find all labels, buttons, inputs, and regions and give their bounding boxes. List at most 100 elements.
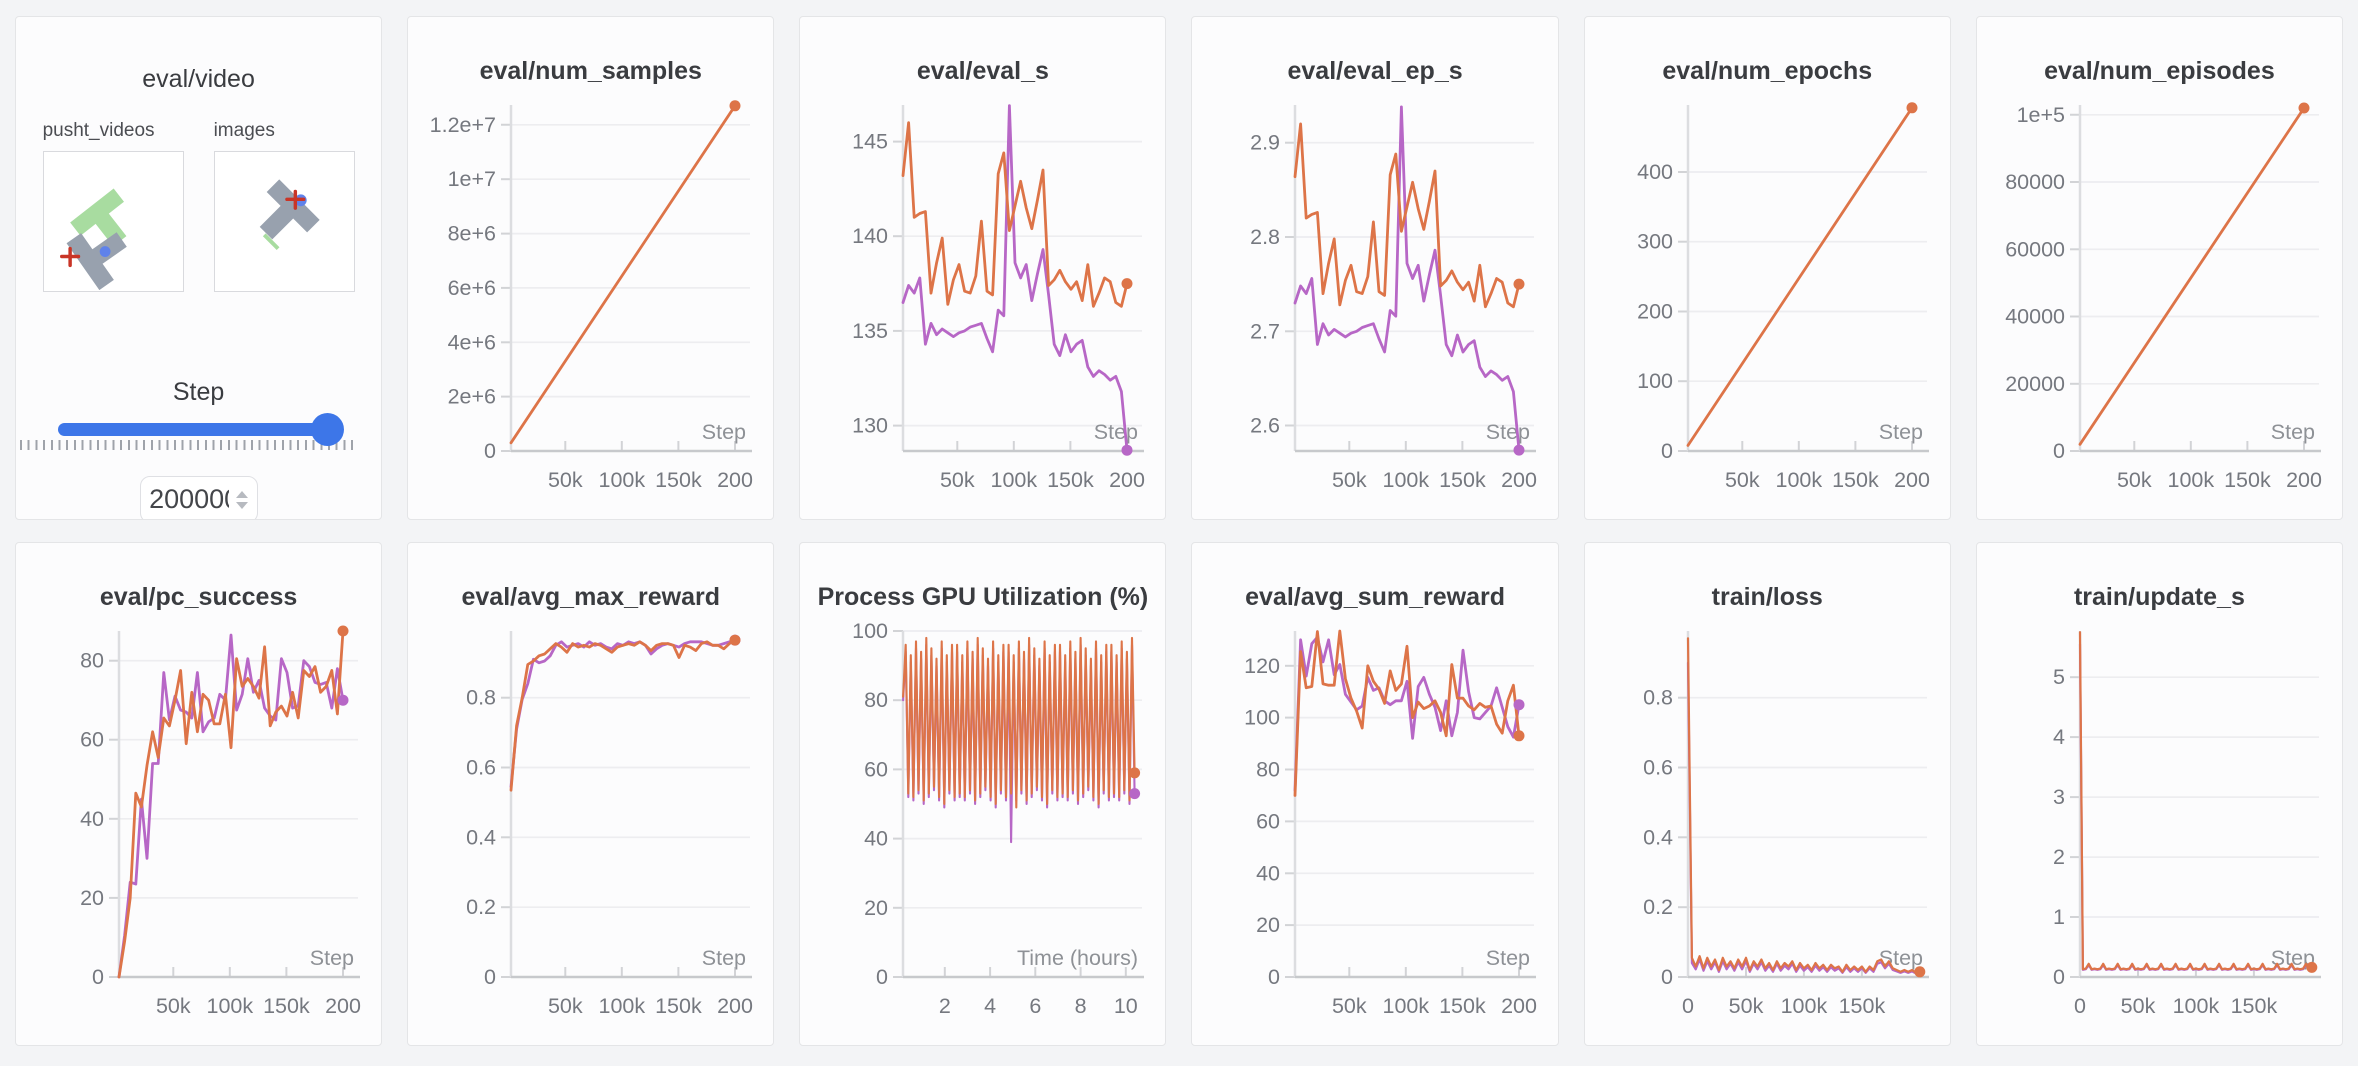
svg-text:1e+5: 1e+5 — [2016, 103, 2064, 127]
thumbnail-label: pusht_videos — [42, 120, 155, 141]
chart-canvas[interactable]: 0 0.2 0.4 0.6 0.8 50k 100k 150k 200 Step — [408, 621, 773, 1036]
stepper-down-icon[interactable] — [236, 501, 249, 509]
chart-canvas[interactable]: 0 20 40 60 80 50k 100k 150k 200 Step — [16, 621, 381, 1036]
chart-title: train/update_s — [2073, 583, 2245, 611]
svg-text:0: 0 — [484, 439, 496, 463]
chart-canvas[interactable]: 0 1 2 3 4 5 0 50k 100k 150k Step — [1977, 621, 2342, 1036]
svg-text:100k: 100k — [2172, 994, 2219, 1018]
svg-text:1.2e+7: 1.2e+7 — [430, 113, 496, 137]
images-thumbnail[interactable] — [213, 151, 355, 292]
pusht-block-t-shape — [66, 232, 127, 291]
svg-text:100k: 100k — [2167, 468, 2214, 492]
step-stepper[interactable] — [236, 490, 249, 509]
chart-canvas[interactable]: 130 135 140 145 50k 100k 150k 200 Step — [800, 95, 1165, 510]
svg-text:100k: 100k — [599, 994, 646, 1018]
chart-canvas[interactable]: 0 2e+6 4e+6 6e+6 8e+6 1e+7 1.2e+7 50k 100k 150k 20… — [408, 95, 773, 510]
slider-tick-marks — [20, 440, 356, 450]
svg-text:1e+7: 1e+7 — [448, 167, 496, 191]
svg-text:0.8: 0.8 — [466, 686, 496, 710]
pusht-video-thumbnail[interactable] — [42, 151, 184, 292]
svg-text:80: 80 — [864, 688, 888, 712]
chart-panel-eval-ep-s: eval/eval_ep_s 2.6 2.7 2.8 2.9 50k 100k 150k 20… — [1191, 16, 1559, 520]
pusht-goal-cross — [284, 189, 306, 210]
svg-text:150k: 150k — [2224, 468, 2271, 492]
svg-text:100: 100 — [1245, 706, 1281, 730]
svg-text:200: 200 — [717, 468, 753, 492]
svg-text:120: 120 — [1245, 654, 1281, 678]
svg-text:0: 0 — [2053, 965, 2065, 989]
slider-handle[interactable] — [311, 413, 345, 446]
chart-title: eval/eval_ep_s — [1287, 57, 1463, 85]
svg-text:2.9: 2.9 — [1251, 131, 1281, 155]
svg-text:4: 4 — [2053, 725, 2065, 749]
chart-title: eval/eval_s — [916, 57, 1049, 85]
svg-text:150k: 150k — [655, 994, 702, 1018]
svg-text:2.6: 2.6 — [1251, 414, 1281, 438]
svg-text:Step: Step — [702, 946, 746, 970]
pusht-env-render — [59, 188, 127, 291]
svg-text:100: 100 — [852, 621, 888, 643]
pusht-target-t-shape — [69, 188, 127, 247]
step-slider-title: Step — [172, 378, 225, 406]
svg-text:100k: 100k — [206, 994, 253, 1018]
chart-canvas[interactable]: 0 100 200 300 400 50k 100k 150k 200 Step — [1585, 95, 1950, 510]
chart-canvas[interactable]: 2.6 2.7 2.8 2.9 50k 100k 150k 200 Step — [1192, 95, 1557, 510]
svg-text:50k: 50k — [940, 468, 975, 492]
chart-title: eval/avg_max_reward — [461, 583, 720, 611]
svg-text:200: 200 — [325, 994, 361, 1018]
svg-text:0.6: 0.6 — [466, 756, 496, 780]
svg-text:80: 80 — [1257, 758, 1281, 782]
svg-text:0.6: 0.6 — [1643, 756, 1673, 780]
pusht-image-render — [259, 179, 320, 250]
svg-text:Step: Step — [1486, 420, 1530, 444]
svg-text:Step: Step — [1486, 946, 1530, 970]
panel-grid: eval/video pusht_videos — [15, 16, 2343, 1046]
svg-text:2.7: 2.7 — [1251, 319, 1281, 343]
chart-title: eval/num_samples — [479, 57, 702, 85]
svg-text:0: 0 — [1682, 994, 1694, 1018]
chart-panel-train-loss: train/loss 0 0.2 0.4 0.6 0.8 0 50k 100k 150k Step — [1583, 542, 1951, 1046]
pusht-target-edge — [262, 233, 280, 250]
svg-text:150k: 150k — [2230, 994, 2277, 1018]
svg-text:0.2: 0.2 — [1643, 895, 1673, 919]
stepper-up-icon[interactable] — [236, 490, 249, 498]
svg-text:200: 200 — [717, 994, 753, 1018]
svg-text:0.8: 0.8 — [1643, 686, 1673, 710]
svg-text:300: 300 — [1637, 230, 1673, 254]
svg-text:10: 10 — [1114, 994, 1138, 1018]
svg-text:0: 0 — [92, 965, 104, 989]
chart-canvas[interactable]: 0 20 40 60 80 100 120 50k 100k 150k 200 Step — [1192, 621, 1557, 1036]
chart-panel-num-epochs: eval/num_epochs 0 100 200 300 400 50k 100k 150k… — [1583, 16, 1951, 520]
svg-text:100: 100 — [1637, 369, 1673, 393]
step-slider[interactable] — [58, 413, 345, 446]
svg-text:0: 0 — [2074, 994, 2086, 1018]
svg-text:20: 20 — [1257, 913, 1281, 937]
svg-text:4: 4 — [984, 994, 996, 1018]
svg-text:60000: 60000 — [2005, 237, 2065, 261]
svg-text:150k: 150k — [655, 468, 702, 492]
chart-panel-gpu-utilization: Process GPU Utilization (%) 0 20 40 60 80 100… — [799, 542, 1167, 1046]
media-panel-eval-video: eval/video pusht_videos — [15, 16, 383, 520]
chart-canvas[interactable]: 0 0.2 0.4 0.6 0.8 0 50k 100k 150k Step — [1585, 621, 1950, 1036]
media-panel-title: eval/video — [142, 65, 255, 93]
svg-text:5: 5 — [2053, 665, 2065, 689]
svg-text:100k: 100k — [1383, 994, 1430, 1018]
svg-text:Step: Step — [702, 420, 746, 444]
chart-panel-eval-s: eval/eval_s 130 135 140 145 50k 100k 150k 200 St… — [799, 16, 1167, 520]
chart-panel-pc-success: eval/pc_success 0 20 40 60 80 50k 100k 150k 200 S… — [15, 542, 383, 1046]
svg-text:150k: 150k — [1047, 468, 1094, 492]
step-value-input[interactable] — [149, 484, 230, 515]
chart-title: eval/num_epochs — [1662, 57, 1873, 85]
svg-text:50k: 50k — [2117, 468, 2152, 492]
slider-track[interactable] — [58, 423, 344, 436]
svg-text:Step: Step — [2271, 420, 2315, 444]
svg-text:Step: Step — [1878, 420, 1922, 444]
svg-text:20000: 20000 — [2005, 372, 2065, 396]
svg-text:0: 0 — [876, 965, 888, 989]
svg-text:50k: 50k — [548, 468, 583, 492]
svg-text:40000: 40000 — [2005, 305, 2065, 329]
chart-canvas[interactable]: 0 20000 40000 60000 80000 1e+5 50k 100k 150k 200 S… — [1977, 95, 2342, 510]
chart-canvas[interactable]: 0 20 40 60 80 100 2 4 6 8 10 Time (hours) — [800, 621, 1165, 1036]
thumbnail-label: images — [213, 120, 275, 141]
svg-text:100k: 100k — [991, 468, 1038, 492]
